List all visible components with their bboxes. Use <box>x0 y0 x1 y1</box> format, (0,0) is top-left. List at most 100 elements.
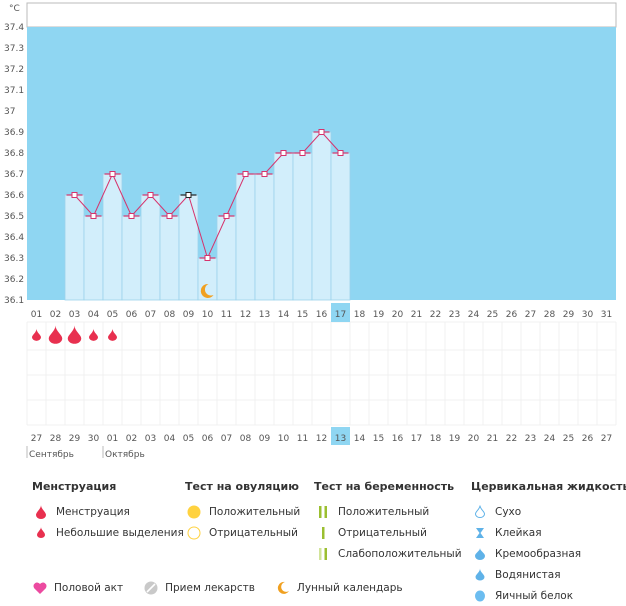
date-label: 08 <box>240 434 252 444</box>
temperature-bar <box>64 194 85 301</box>
today-highlight <box>331 427 350 445</box>
date-label: 16 <box>392 434 404 444</box>
temperature-bar <box>102 173 123 301</box>
creamy-icon <box>471 546 489 562</box>
day-label[interactable]: 10 <box>202 310 214 320</box>
temperature-point[interactable] <box>242 171 249 177</box>
heart-icon <box>32 580 48 596</box>
day-label[interactable]: 02 <box>50 310 61 320</box>
day-label[interactable]: 21 <box>411 310 422 320</box>
legend-item: Положительный <box>314 501 462 522</box>
day-label[interactable]: 04 <box>88 310 100 320</box>
day-label[interactable]: 28 <box>544 310 556 320</box>
y-tick-label: 36.8 <box>4 149 24 159</box>
legend-label: Слабоположительный <box>338 547 462 560</box>
spotting-drop-icon <box>32 328 41 341</box>
legend-menstruation: Менструация Менструация Небольшие выделе… <box>32 480 184 543</box>
temperature-bar <box>178 194 199 301</box>
day-label[interactable]: 15 <box>297 310 308 320</box>
legend-item: Водянистая <box>471 564 626 585</box>
temperature-point[interactable] <box>337 150 344 156</box>
temperature-point[interactable] <box>166 213 173 219</box>
day-label[interactable]: 07 <box>145 310 156 320</box>
day-label[interactable]: 14 <box>278 310 290 320</box>
temperature-line <box>66 129 349 298</box>
temperature-point[interactable] <box>280 150 287 156</box>
small-drop-icon <box>32 525 50 541</box>
temperature-bar <box>159 215 180 301</box>
y-tick-label: 36.9 <box>4 128 24 138</box>
date-label: 27 <box>31 434 42 444</box>
temperature-point[interactable] <box>299 150 306 156</box>
date-label: 30 <box>88 434 100 444</box>
temperature-point[interactable] <box>128 213 135 219</box>
legend-item: Менструация <box>32 501 184 522</box>
legend-item: Слабоположительный <box>314 543 462 564</box>
date-label: 24 <box>544 434 556 444</box>
day-label[interactable]: 24 <box>468 310 480 320</box>
day-label[interactable]: 06 <box>126 310 138 320</box>
legend-label: Клейкая <box>495 526 542 539</box>
date-label: 03 <box>145 434 156 444</box>
legend-label: Положительный <box>209 505 301 518</box>
day-label[interactable]: 16 <box>316 310 328 320</box>
legend-title: Менструация <box>32 480 117 493</box>
bbt-chart: °C 36.136.236.336.436.536.636.736.836.93… <box>4 2 617 460</box>
temperature-point[interactable] <box>71 192 78 198</box>
menstruation-row <box>32 325 117 344</box>
day-label[interactable]: 23 <box>449 310 460 320</box>
day-label[interactable]: 19 <box>373 310 385 320</box>
date-label: 17 <box>411 434 422 444</box>
sticky-icon <box>471 525 489 541</box>
date-label: 11 <box>297 434 308 444</box>
temperature-point[interactable] <box>261 171 268 177</box>
day-label[interactable]: 27 <box>525 310 536 320</box>
temperature-point[interactable] <box>204 255 211 261</box>
temperature-point[interactable] <box>318 129 325 135</box>
day-label[interactable]: 11 <box>221 310 232 320</box>
legend-label: Положительный <box>338 505 430 518</box>
day-label[interactable]: 13 <box>259 310 270 320</box>
temperature-point[interactable] <box>223 213 230 219</box>
pill-icon <box>143 580 159 596</box>
temperature-point[interactable] <box>109 171 116 177</box>
temperature-bar <box>254 173 275 301</box>
legend-item: Положительный <box>185 501 300 522</box>
moon-icon <box>200 283 214 298</box>
day-label[interactable]: 18 <box>354 310 366 320</box>
day-label[interactable]: 17 <box>335 310 346 320</box>
legend-item: Небольшие выделения <box>32 522 184 543</box>
day-label[interactable]: 30 <box>582 310 594 320</box>
day-label[interactable]: 20 <box>392 310 404 320</box>
legend-item: Сухо <box>471 501 626 522</box>
temperature-bar <box>121 215 142 301</box>
y-tick-label: 36.1 <box>4 296 24 306</box>
legend-title: Тест на беременность <box>314 480 455 493</box>
legend-item: Кремообразная <box>471 543 626 564</box>
day-label[interactable]: 26 <box>506 310 518 320</box>
day-label[interactable]: 31 <box>601 310 612 320</box>
day-label[interactable]: 29 <box>563 310 575 320</box>
day-label[interactable]: 25 <box>487 310 498 320</box>
dry-icon <box>471 504 489 520</box>
drop-icon <box>32 504 50 520</box>
day-label[interactable]: 01 <box>31 310 42 320</box>
temperature-point[interactable] <box>185 192 192 198</box>
legend-title: Тест на овуляцию <box>185 480 299 493</box>
temperature-bar <box>140 194 161 301</box>
day-label[interactable]: 12 <box>240 310 251 320</box>
date-label: 12 <box>316 434 327 444</box>
faint-line-icon <box>314 546 332 562</box>
legend-label: Водянистая <box>495 568 561 581</box>
temperature-point[interactable] <box>90 213 97 219</box>
day-label[interactable]: 05 <box>107 310 118 320</box>
temperature-point[interactable] <box>147 192 154 198</box>
day-label[interactable]: 09 <box>183 310 195 320</box>
day-label[interactable]: 22 <box>430 310 441 320</box>
day-label[interactable]: 08 <box>164 310 176 320</box>
temperature-bar <box>197 257 218 301</box>
day-label[interactable]: 03 <box>69 310 80 320</box>
legend-ovulation: Тест на овуляцию Положительный Отрицател… <box>185 480 300 543</box>
y-tick-label: 37.3 <box>4 44 24 54</box>
legend-label: Сухо <box>495 505 522 518</box>
